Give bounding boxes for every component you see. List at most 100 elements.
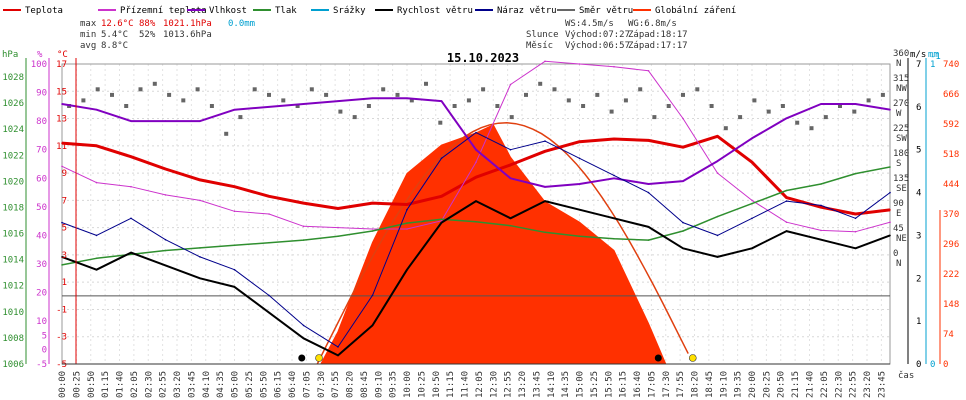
series-point [613, 174, 615, 177]
x-tick-label: 01:40 [116, 371, 126, 398]
series-point [544, 150, 546, 153]
series-point [509, 148, 512, 151]
wind-direction-point [338, 109, 343, 114]
series-point [578, 235, 581, 237]
stat-temp-avg: 8.8°C [101, 41, 128, 51]
tick-wind-speed: 7 [916, 60, 921, 70]
series-point [95, 268, 98, 271]
series-point [406, 222, 408, 224]
tick-radiation: 518 [943, 150, 959, 160]
x-tick-label: 20:00 [748, 371, 758, 398]
series-point [337, 354, 339, 357]
series-point [371, 230, 374, 232]
series-point [820, 103, 822, 105]
x-tick-label: 05:00 [231, 371, 241, 398]
wind-direction-point [552, 87, 557, 92]
series-point [475, 221, 477, 223]
wind-direction-point [238, 115, 243, 120]
wind-direction-point [738, 115, 743, 120]
series-point [509, 217, 512, 220]
legend-label: Směr větru [579, 6, 633, 16]
x-tick-label: 00:50 [87, 371, 97, 398]
x-tick-label: 03:45 [187, 371, 197, 398]
wind-direction-point [309, 87, 314, 92]
tick-temperature: 17 [56, 60, 67, 70]
axis-unit-wind-speed: m/s [910, 50, 926, 60]
wind-direction-point [495, 104, 500, 108]
series-point [854, 172, 857, 175]
series-point [889, 221, 891, 223]
x-tick-label: 12:05 [475, 371, 485, 398]
series-point [647, 239, 650, 241]
tick-wind-direction-label: NE [896, 234, 907, 244]
series-point [854, 247, 857, 250]
x-tick-label: 22:05 [820, 371, 830, 398]
radiation-theory-curve [316, 122, 689, 365]
series-point [889, 234, 891, 237]
series-point [268, 311, 270, 314]
tick-pressure: 1012 [2, 282, 24, 292]
series-point [233, 268, 236, 271]
tick-radiation: 0 [943, 360, 948, 370]
stats-header: max min avg 12.6°C 5.4°C 8.8°C 88% 52% 1… [80, 19, 914, 381]
series-point [199, 199, 201, 202]
series-point [233, 108, 236, 111]
series-point [785, 200, 788, 202]
axis-unit-humidity: % [37, 50, 43, 60]
series-point [199, 247, 201, 249]
x-tick-label: 06:40 [288, 371, 298, 398]
tick-humidity: 100 [31, 60, 47, 70]
x-tick-label: 23:20 [863, 371, 873, 398]
series-point [751, 217, 753, 220]
x-tick-label: 04:35 [216, 371, 226, 398]
stat-temp-max: 12.6°C [101, 19, 134, 29]
tick-pressure: 1018 [2, 203, 24, 213]
x-tick-label: 21:15 [791, 371, 801, 398]
series-point [889, 191, 891, 194]
wind-direction-point [595, 92, 600, 97]
series-point [820, 229, 822, 232]
tick-humidity: 50 [36, 203, 47, 213]
tick-wind-direction-label: N [896, 259, 901, 269]
series-point [440, 221, 443, 224]
wind-direction-point [152, 81, 157, 86]
series-point [544, 200, 546, 202]
series-point [509, 224, 512, 227]
series-point [440, 195, 443, 198]
wind-direction-point [366, 104, 371, 108]
series-point [544, 231, 546, 234]
info-wind-avg: WS:4.5m/s [565, 19, 614, 29]
series-point [613, 177, 615, 180]
tick-pressure: 1022 [2, 151, 24, 161]
series-point [130, 251, 132, 254]
series-point [785, 196, 788, 199]
series-point [647, 191, 650, 194]
wind-direction-point [381, 87, 386, 92]
wind-direction-point [138, 87, 143, 92]
series-point [164, 249, 167, 252]
tick-wind-direction: 270 [893, 99, 909, 109]
series-point [820, 238, 822, 241]
radiation-fill [320, 124, 667, 365]
series-point [302, 103, 305, 105]
x-tick-label: 17:55 [676, 371, 686, 398]
series-point [820, 204, 822, 207]
wind-direction-point [880, 92, 885, 97]
wind-direction-point [752, 98, 757, 103]
series-point [682, 247, 684, 250]
series-point [302, 239, 305, 241]
series-point [475, 148, 477, 151]
wind-direction-point [195, 87, 200, 92]
x-tick-label: 11:40 [461, 371, 471, 398]
series-point [613, 238, 615, 240]
tick-temperature: 5 [62, 224, 67, 234]
sunset-marker [688, 354, 697, 362]
tick-pressure: 1016 [2, 230, 24, 240]
series-point [682, 117, 684, 120]
tick-humidity: -5 [36, 360, 47, 370]
series-point [302, 324, 305, 327]
tick-pressure: 1006 [2, 360, 24, 370]
legend-label: Tlak [275, 6, 297, 16]
wind-direction-point [709, 104, 714, 108]
